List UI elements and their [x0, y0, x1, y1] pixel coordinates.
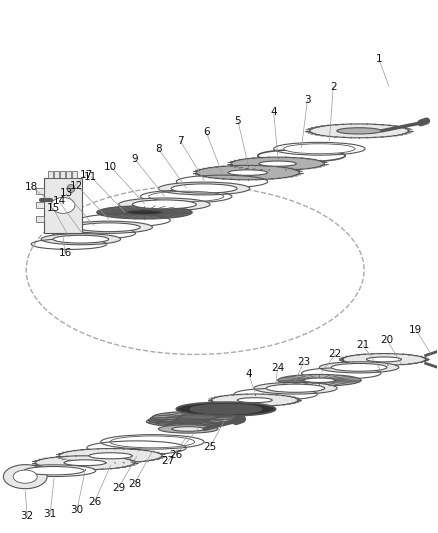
Text: 25: 25 — [203, 442, 217, 452]
Ellipse shape — [367, 357, 402, 362]
Text: 19: 19 — [409, 325, 422, 335]
Ellipse shape — [342, 353, 426, 365]
Bar — [72, 171, 77, 178]
Bar — [54, 171, 59, 178]
Ellipse shape — [89, 453, 132, 459]
Ellipse shape — [171, 419, 207, 424]
Ellipse shape — [319, 362, 399, 373]
Bar — [36, 203, 44, 208]
Ellipse shape — [278, 374, 361, 386]
Ellipse shape — [53, 235, 109, 243]
Ellipse shape — [150, 413, 240, 424]
Ellipse shape — [132, 200, 196, 209]
Bar — [36, 216, 44, 222]
Ellipse shape — [172, 427, 205, 431]
Text: 11: 11 — [84, 172, 97, 182]
Text: 9: 9 — [131, 154, 138, 164]
Text: 12: 12 — [70, 181, 84, 190]
Text: 15: 15 — [46, 204, 60, 213]
Bar — [66, 171, 71, 178]
Ellipse shape — [337, 128, 381, 134]
Ellipse shape — [159, 425, 218, 433]
Text: 1: 1 — [376, 54, 382, 64]
Ellipse shape — [174, 418, 211, 422]
Ellipse shape — [126, 210, 162, 215]
Ellipse shape — [231, 157, 324, 170]
Ellipse shape — [304, 378, 335, 383]
Ellipse shape — [331, 364, 387, 372]
Ellipse shape — [190, 404, 262, 414]
Bar — [48, 171, 53, 178]
Text: 4: 4 — [270, 107, 277, 117]
Text: 13: 13 — [60, 189, 73, 198]
Ellipse shape — [309, 124, 409, 138]
Text: 31: 31 — [43, 510, 57, 520]
Bar — [44, 178, 82, 233]
Ellipse shape — [13, 470, 37, 483]
Text: 5: 5 — [235, 116, 241, 126]
Ellipse shape — [211, 394, 298, 406]
Ellipse shape — [284, 144, 355, 154]
Text: 22: 22 — [328, 350, 342, 359]
Text: 2: 2 — [330, 82, 336, 92]
Ellipse shape — [152, 411, 244, 423]
Text: 6: 6 — [203, 127, 209, 137]
Ellipse shape — [254, 382, 337, 394]
Text: 10: 10 — [104, 161, 117, 172]
Ellipse shape — [146, 416, 232, 427]
Text: 18: 18 — [25, 182, 38, 191]
Ellipse shape — [4, 465, 47, 489]
Text: 3: 3 — [304, 95, 311, 105]
Text: 16: 16 — [58, 248, 71, 258]
Text: 7: 7 — [177, 136, 184, 146]
Ellipse shape — [237, 398, 272, 402]
Text: 8: 8 — [155, 144, 162, 154]
Ellipse shape — [64, 460, 106, 466]
Text: 29: 29 — [112, 482, 125, 492]
Bar — [36, 189, 44, 195]
Text: 23: 23 — [297, 358, 310, 367]
Ellipse shape — [176, 402, 276, 416]
Text: 4: 4 — [245, 369, 252, 379]
Ellipse shape — [77, 223, 140, 232]
Ellipse shape — [97, 206, 192, 219]
Ellipse shape — [24, 466, 84, 475]
Text: 32: 32 — [21, 511, 34, 521]
Ellipse shape — [259, 161, 296, 166]
Ellipse shape — [159, 182, 250, 195]
Ellipse shape — [35, 456, 134, 470]
Bar — [60, 171, 65, 178]
Text: 30: 30 — [71, 505, 84, 515]
Text: 24: 24 — [271, 364, 284, 373]
Ellipse shape — [274, 142, 365, 155]
Ellipse shape — [177, 416, 214, 421]
Text: 14: 14 — [53, 197, 66, 206]
Ellipse shape — [266, 384, 325, 392]
Text: 21: 21 — [357, 341, 370, 351]
Ellipse shape — [148, 415, 236, 425]
Ellipse shape — [41, 233, 120, 245]
Ellipse shape — [196, 165, 300, 180]
Ellipse shape — [59, 449, 162, 463]
Text: 28: 28 — [128, 479, 141, 489]
Ellipse shape — [12, 465, 96, 477]
Text: 17: 17 — [80, 169, 93, 180]
Text: 26: 26 — [170, 450, 183, 460]
Ellipse shape — [171, 184, 237, 193]
Ellipse shape — [65, 221, 152, 233]
Ellipse shape — [119, 198, 210, 211]
Circle shape — [67, 184, 75, 192]
Text: 26: 26 — [88, 497, 102, 506]
Ellipse shape — [228, 170, 268, 175]
Ellipse shape — [51, 197, 75, 213]
Text: 27: 27 — [162, 456, 175, 466]
Text: 20: 20 — [380, 335, 393, 344]
Ellipse shape — [179, 415, 217, 419]
